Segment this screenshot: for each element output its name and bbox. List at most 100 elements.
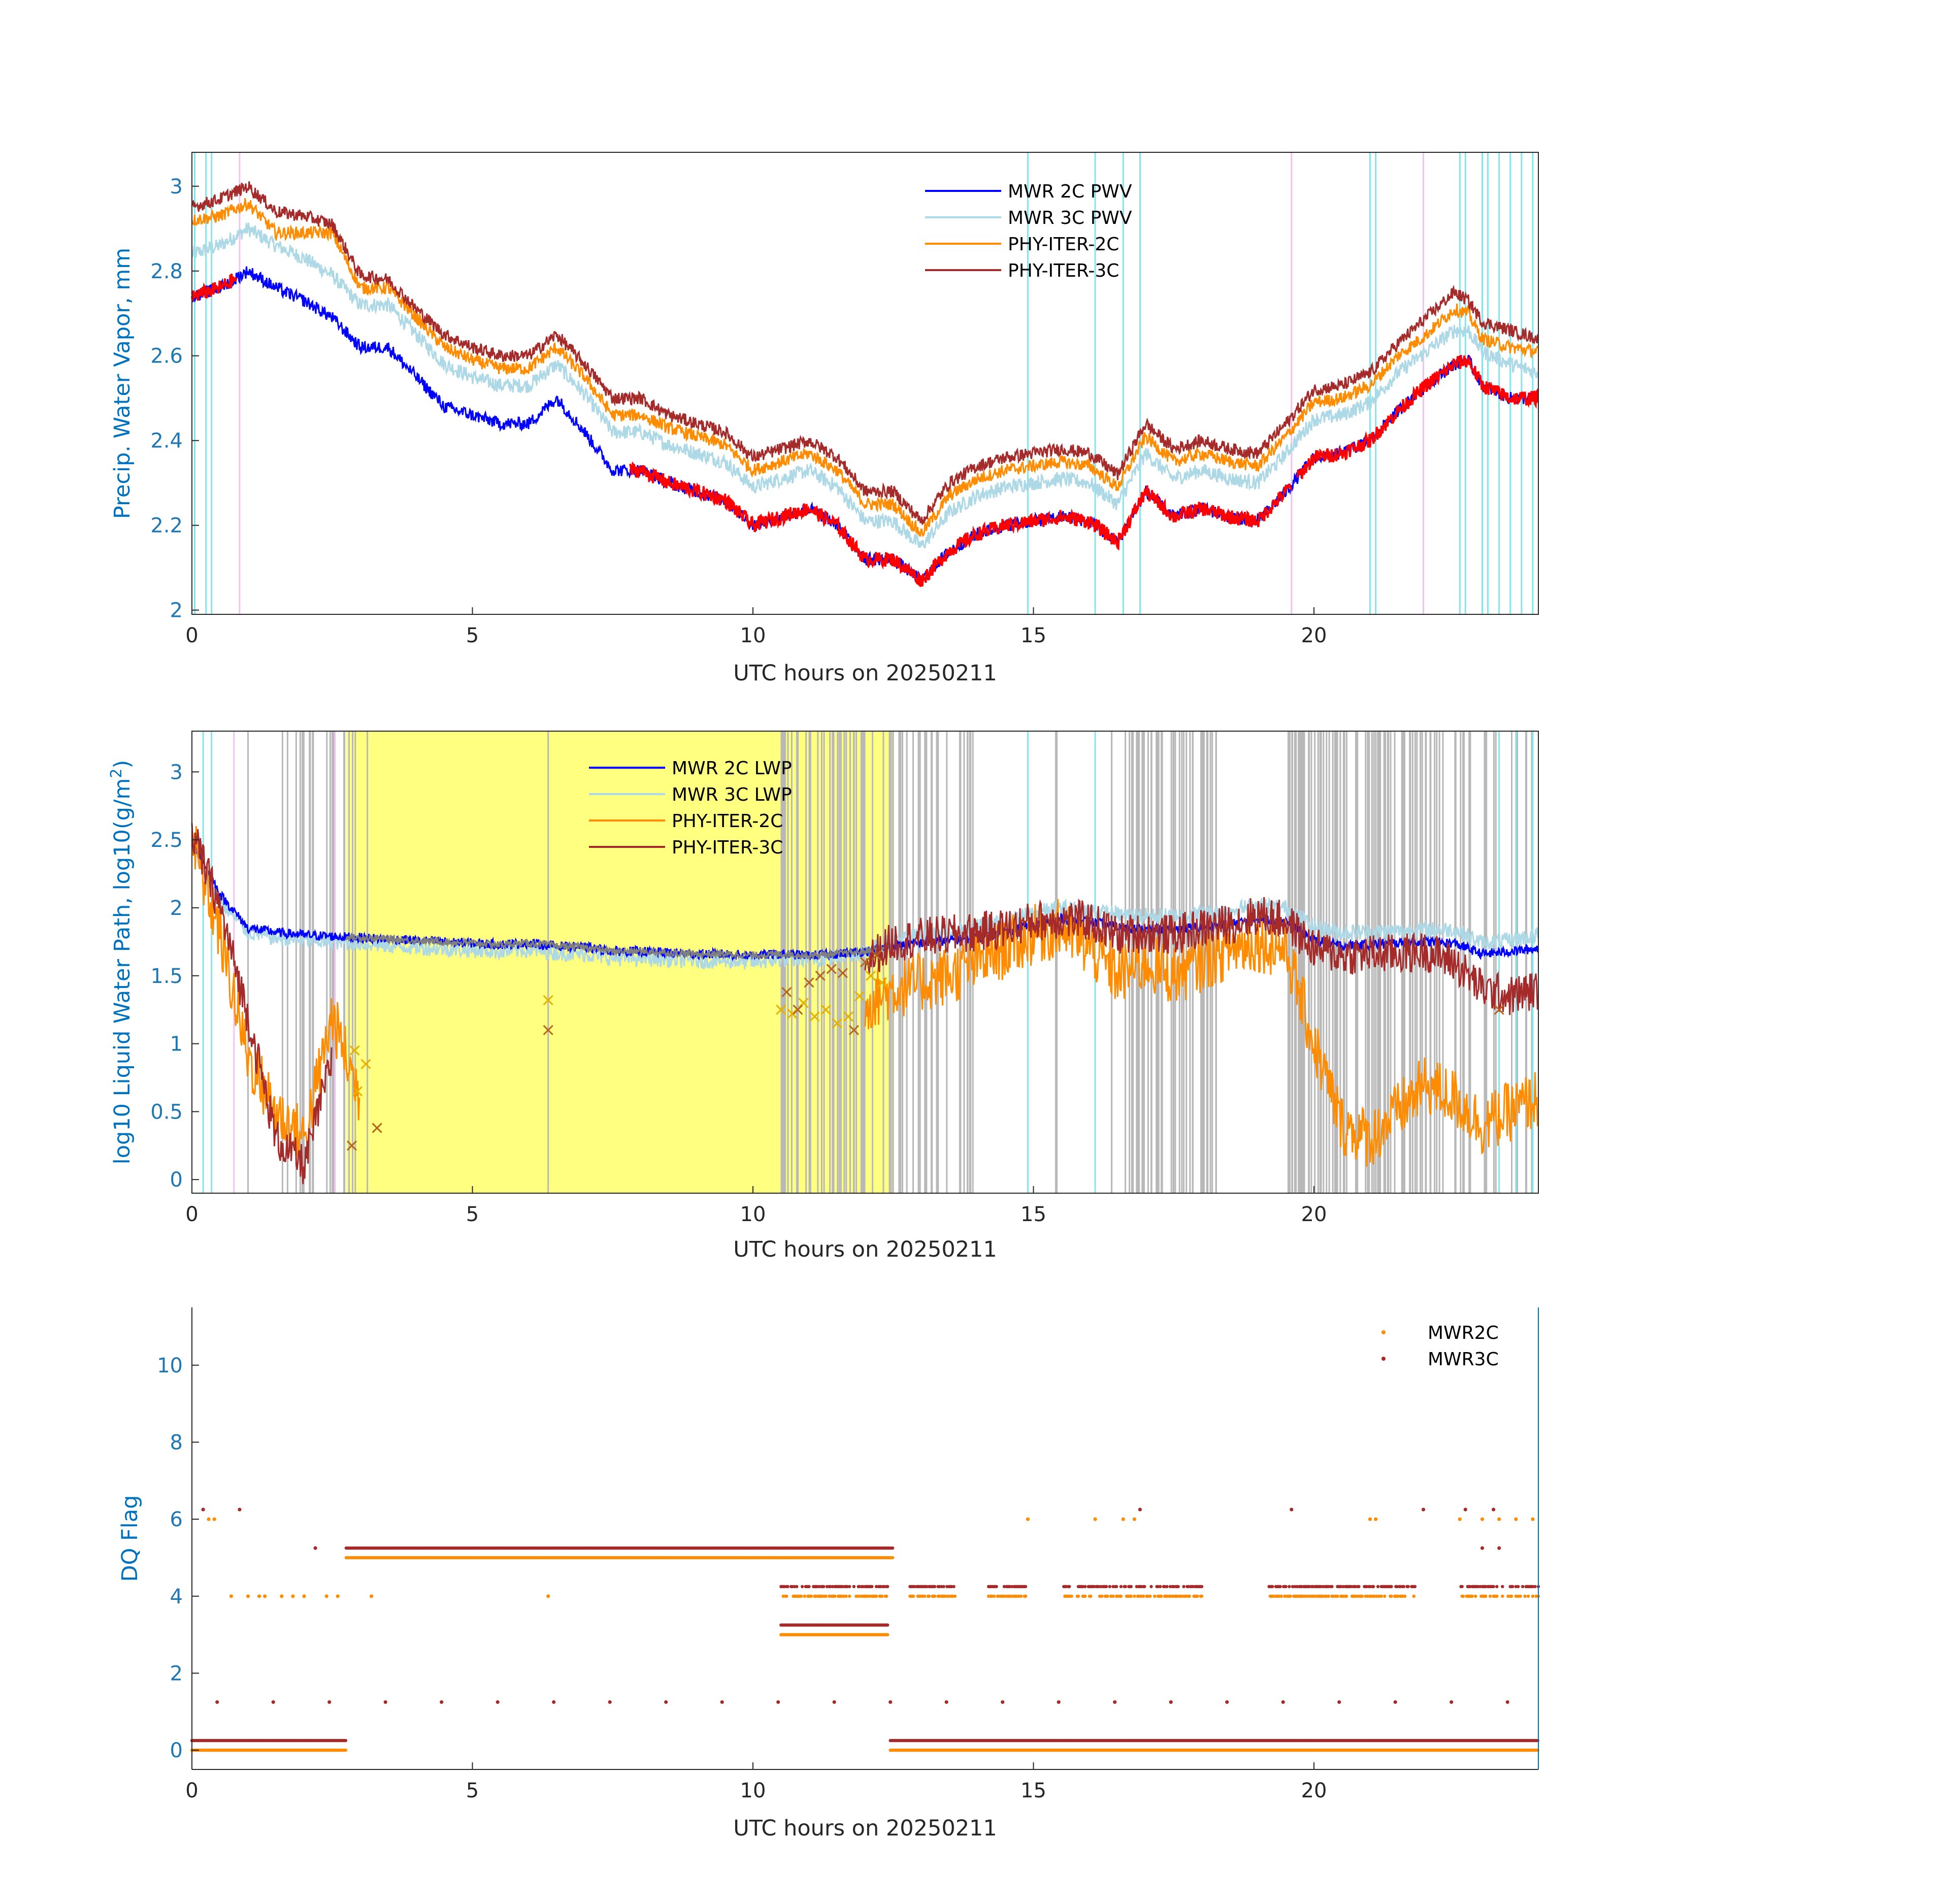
dq-point-mwr3c bbox=[1169, 1700, 1173, 1704]
dq-point-mwr3c bbox=[1495, 1585, 1499, 1588]
dq-xtick-label: 0 bbox=[185, 1779, 198, 1802]
dq-point-mwr2c bbox=[336, 1594, 340, 1598]
pwv-panel: 0 5 10 15 20 2 2.2 2.4 2.6 2.8 3 Precip. Water Vap… bbox=[110, 152, 1539, 686]
dq-point-mwr2c bbox=[1196, 1594, 1199, 1598]
dq-point-mwr3c bbox=[1460, 1585, 1464, 1588]
lwp-marker-phy3c bbox=[346, 1140, 357, 1151]
dq-point-mwr3c bbox=[782, 1585, 786, 1588]
dq-point-mwr3c bbox=[886, 1623, 890, 1627]
dq-y-axis-label: DQ Flag bbox=[117, 1495, 143, 1582]
dq-ytick-label: 2 bbox=[170, 1662, 183, 1685]
dq-point-mwr3c bbox=[1349, 1585, 1353, 1588]
lwp-xtick-label: 10 bbox=[740, 1203, 766, 1226]
dq-point-mwr3c bbox=[344, 1738, 347, 1743]
pwv-ytick-label: 3 bbox=[170, 175, 183, 199]
dq-point-mwr3c bbox=[1480, 1546, 1485, 1550]
dq-point-mwr3c bbox=[1450, 1700, 1454, 1704]
lwp-ytick-label: 2 bbox=[170, 897, 183, 920]
dq-point-mwr2c bbox=[1004, 1594, 1007, 1598]
lwp-ytick-label: 2.5 bbox=[150, 829, 183, 852]
dq-point-mwr3c bbox=[720, 1700, 724, 1704]
dq-point-mwr3c bbox=[1413, 1585, 1417, 1588]
dq-point-mwr2c bbox=[945, 1594, 949, 1598]
dq-point-mwr2c bbox=[1341, 1594, 1345, 1598]
dq-point-mwr2c bbox=[842, 1594, 846, 1598]
dq-point-mwr2c bbox=[1200, 1594, 1204, 1598]
dq-point-mwr3c bbox=[1139, 1585, 1143, 1588]
dq-point-mwr3c bbox=[1271, 1585, 1274, 1588]
dq-point-mwr3c bbox=[1156, 1585, 1160, 1588]
dq-point-mwr3c bbox=[822, 1585, 826, 1588]
dq-point-mwr3c bbox=[1376, 1585, 1380, 1588]
dq-point-mwr3c bbox=[1111, 1585, 1115, 1588]
legend-label-mwr3c-pwv: MWR 3C PWV bbox=[1008, 208, 1132, 228]
pwv-xtick-label: 15 bbox=[1021, 624, 1046, 647]
pwv-line-phy3c bbox=[191, 181, 1539, 525]
dq-point-mwr2c bbox=[1311, 1594, 1314, 1598]
dq-point-mwr2c bbox=[1374, 1517, 1378, 1521]
dq-point-mwr2c bbox=[854, 1594, 858, 1598]
dq-ytick-label: 8 bbox=[170, 1431, 183, 1454]
dq-point-mwr2c bbox=[291, 1594, 295, 1598]
dq-point-mwr2c bbox=[1379, 1594, 1383, 1598]
dq-point-mwr3c bbox=[944, 1700, 948, 1704]
lwp-line-phy3c bbox=[191, 823, 1538, 1185]
dq-point-mwr2c bbox=[880, 1594, 884, 1598]
dq-point-mwr2c bbox=[1325, 1594, 1328, 1598]
dq-point-mwr2c bbox=[1509, 1594, 1513, 1598]
lwp-marker-phy3c bbox=[781, 987, 792, 997]
lwp-ytick-label: 3 bbox=[170, 761, 183, 784]
dq-point-mwr2c bbox=[1390, 1594, 1393, 1598]
dq-point-mwr3c bbox=[913, 1585, 916, 1588]
lwp-y-axis-label-close: ) bbox=[110, 760, 135, 769]
dq-point-mwr3c bbox=[861, 1585, 865, 1588]
dq-point-mwr2c bbox=[1098, 1594, 1102, 1598]
pwv-ytick-label: 2.6 bbox=[150, 345, 183, 368]
dq-point-mwr3c bbox=[1421, 1507, 1426, 1512]
dq-point-mwr2c bbox=[1517, 1594, 1520, 1598]
dq-point-mwr2c bbox=[1168, 1594, 1172, 1598]
dq-point-mwr2c bbox=[1369, 1594, 1373, 1598]
dq-point-mwr2c bbox=[1070, 1594, 1073, 1598]
dq-point-mwr3c bbox=[1399, 1585, 1402, 1588]
dq-point-mwr2c bbox=[1121, 1517, 1125, 1521]
dq-point-mwr3c bbox=[1339, 1585, 1343, 1588]
dq-point-mwr2c bbox=[257, 1594, 261, 1598]
dq-point-mwr2c bbox=[933, 1594, 937, 1598]
dq-point-mwr3c bbox=[1057, 1700, 1061, 1704]
dq-point-mwr3c bbox=[847, 1585, 851, 1588]
dq-point-mwr3c bbox=[1083, 1585, 1087, 1588]
dq-point-mwr3c bbox=[1321, 1585, 1325, 1588]
dq-point-mwr3c bbox=[1104, 1585, 1108, 1588]
dq-point-mwr3c bbox=[945, 1585, 949, 1588]
dq-point-mwr3c bbox=[874, 1585, 878, 1588]
dq-point-mwr3c bbox=[1402, 1585, 1405, 1588]
dq-point-mwr3c bbox=[950, 1585, 953, 1588]
dq-point-mwr3c bbox=[891, 1546, 895, 1550]
dq-point-mwr2c bbox=[324, 1594, 328, 1598]
dq-point-mwr2c bbox=[1327, 1594, 1330, 1598]
dq-point-mwr2c bbox=[833, 1594, 837, 1598]
lwp-marker-phy3c bbox=[793, 1004, 803, 1015]
dq-point-mwr2c bbox=[923, 1594, 927, 1598]
dq-point-mwr2c bbox=[1519, 1594, 1522, 1598]
dq-point-mwr2c bbox=[1366, 1594, 1370, 1598]
dq-point-mwr3c bbox=[1225, 1700, 1229, 1704]
dq-point-mwr3c bbox=[1135, 1585, 1138, 1588]
lwp-line-mwr3c bbox=[191, 839, 1539, 970]
dq-point-mwr3c bbox=[795, 1585, 799, 1588]
dq-point-mwr3c bbox=[1468, 1585, 1472, 1588]
lwp-marker-phy3c bbox=[1494, 1004, 1504, 1015]
dq-point-mwr2c bbox=[1474, 1594, 1477, 1598]
dq-point-mwr2c bbox=[1313, 1594, 1317, 1598]
dq-point-mwr3c bbox=[1501, 1585, 1504, 1588]
dq-point-mwr2c bbox=[1083, 1594, 1087, 1598]
dq-point-mwr3c bbox=[807, 1585, 811, 1588]
dq-point-mwr2c bbox=[1514, 1517, 1518, 1521]
dq-point-mwr2c bbox=[1377, 1594, 1381, 1598]
dq-point-mwr2c bbox=[1277, 1594, 1281, 1598]
lwp-marker-phy2c bbox=[809, 1011, 820, 1022]
dq-point-mwr3c bbox=[1002, 1585, 1006, 1588]
dq-point-mwr2c bbox=[1024, 1594, 1028, 1598]
dq-point-mwr2c bbox=[1303, 1594, 1307, 1598]
